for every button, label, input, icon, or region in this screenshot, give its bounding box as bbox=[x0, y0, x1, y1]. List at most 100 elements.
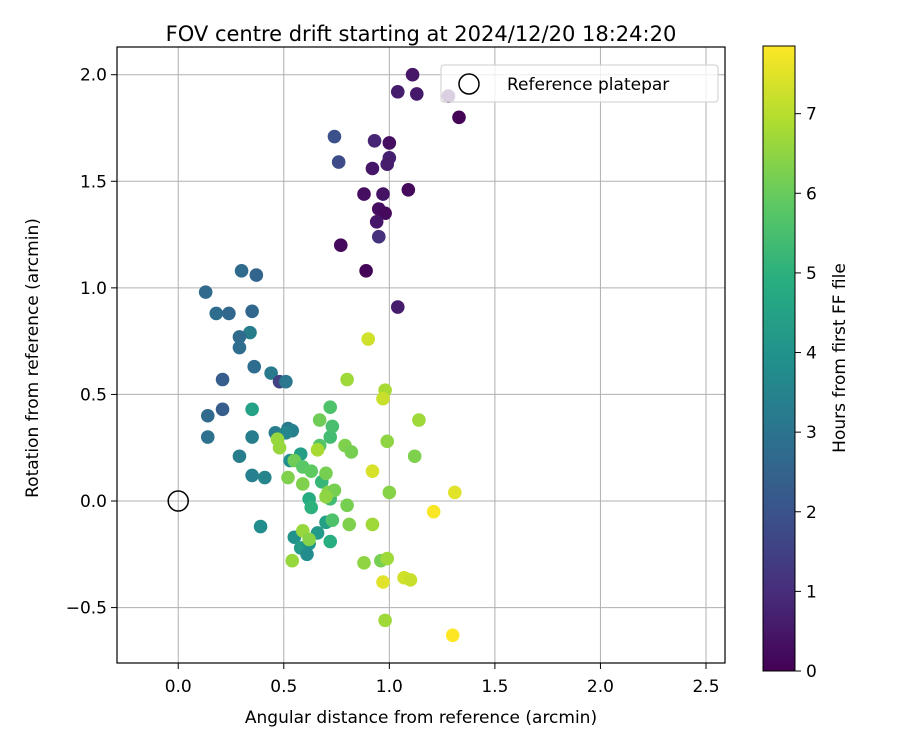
data-point bbox=[407, 449, 422, 464]
colorbar: 0 1 2 3 4 5 6 7 Hours from first FF file bbox=[762, 45, 850, 682]
data-point bbox=[257, 470, 272, 485]
data-point bbox=[272, 440, 287, 455]
legend-marker bbox=[458, 73, 480, 95]
grid-lines bbox=[117, 47, 725, 663]
data-point bbox=[325, 513, 340, 527]
y-tick-label: −0.5 bbox=[66, 599, 107, 619]
data-point bbox=[312, 413, 327, 427]
data-point bbox=[365, 517, 380, 532]
y-tick-label: 1.0 bbox=[80, 279, 107, 299]
data-point bbox=[380, 434, 395, 449]
data-point bbox=[357, 187, 371, 201]
data-point bbox=[222, 306, 236, 321]
data-point bbox=[369, 214, 384, 229]
y-tick-label: 1.5 bbox=[80, 172, 107, 192]
colorbar-label: Hours from first FF file bbox=[830, 263, 850, 453]
x-tick-label: 2.0 bbox=[587, 677, 614, 697]
data-point bbox=[376, 391, 390, 406]
data-point bbox=[247, 359, 262, 374]
data-point bbox=[376, 575, 390, 589]
chart-title: FOV centre drift starting at 2024/12/20 … bbox=[166, 22, 677, 46]
data-point bbox=[319, 466, 333, 481]
data-point bbox=[376, 187, 390, 201]
data-point bbox=[365, 464, 380, 478]
data-point bbox=[382, 485, 397, 500]
data-point bbox=[344, 445, 359, 459]
data-point bbox=[285, 553, 300, 568]
data-point bbox=[445, 628, 460, 643]
data-point bbox=[300, 547, 314, 562]
data-point bbox=[412, 413, 426, 427]
data-point bbox=[342, 517, 357, 532]
legend-box bbox=[440, 64, 719, 103]
data-point bbox=[378, 206, 392, 221]
legend: Reference platepar bbox=[440, 64, 719, 103]
data-point bbox=[232, 449, 247, 464]
data-point bbox=[215, 372, 230, 387]
data-point bbox=[371, 229, 386, 244]
colorbar-ticks: 0 1 2 3 4 5 6 7 bbox=[795, 105, 817, 682]
colorbar-tick-label: 4 bbox=[806, 344, 817, 364]
data-point bbox=[281, 470, 295, 485]
y-axis-label: Rotation from reference (arcmin) bbox=[23, 218, 43, 498]
y-axis-ticks: −0.5 0.0 0.5 1.0 1.5 2.0 bbox=[66, 66, 117, 619]
data-point bbox=[245, 402, 259, 417]
colorbar-tick-label: 7 bbox=[806, 105, 817, 125]
data-point bbox=[323, 400, 338, 415]
colorbar-gradient bbox=[762, 45, 796, 672]
x-tick-label: 1.5 bbox=[481, 677, 508, 697]
x-tick-label: 0.0 bbox=[165, 677, 192, 697]
colorbar-tick-label: 6 bbox=[806, 184, 817, 204]
data-point bbox=[243, 325, 257, 340]
x-axis-ticks: 0.0 0.5 1.0 1.5 2.0 2.5 bbox=[165, 663, 720, 697]
data-point bbox=[452, 110, 466, 125]
data-points bbox=[167, 67, 466, 643]
y-tick-label: 0.0 bbox=[80, 492, 107, 512]
data-point bbox=[405, 67, 420, 82]
data-point bbox=[245, 304, 259, 319]
y-tick-label: 2.0 bbox=[80, 66, 107, 86]
data-point bbox=[357, 556, 371, 570]
colorbar-tick-label: 1 bbox=[806, 582, 817, 602]
data-point bbox=[409, 87, 424, 101]
data-point bbox=[426, 504, 441, 519]
data-point bbox=[200, 430, 215, 444]
data-point bbox=[390, 84, 405, 99]
colorbar-tick-label: 0 bbox=[806, 662, 817, 682]
data-point bbox=[361, 332, 376, 346]
x-axis-label: Angular distance from reference (arcmin) bbox=[245, 708, 597, 728]
data-point bbox=[447, 485, 462, 500]
data-point bbox=[403, 573, 418, 587]
data-point bbox=[215, 402, 230, 417]
data-point bbox=[401, 183, 416, 197]
x-tick-label: 0.5 bbox=[270, 677, 297, 697]
data-point bbox=[325, 419, 340, 434]
data-point bbox=[245, 468, 259, 483]
data-point bbox=[209, 306, 224, 321]
colorbar-tick-label: 5 bbox=[806, 264, 817, 284]
data-point bbox=[390, 300, 405, 314]
y-tick-label: 0.5 bbox=[80, 385, 107, 405]
colorbar-tick-label: 2 bbox=[806, 503, 817, 523]
data-point bbox=[323, 430, 338, 444]
data-point bbox=[382, 136, 397, 150]
data-point bbox=[380, 551, 395, 566]
data-point bbox=[323, 534, 338, 549]
data-point bbox=[232, 340, 247, 355]
data-point bbox=[232, 330, 247, 344]
data-point bbox=[340, 498, 354, 513]
data-point bbox=[249, 268, 264, 282]
data-point bbox=[367, 133, 382, 148]
x-tick-label: 2.5 bbox=[692, 677, 719, 697]
data-point bbox=[264, 366, 278, 380]
data-point bbox=[295, 477, 310, 491]
colorbar-tick-label: 3 bbox=[806, 423, 817, 443]
data-point bbox=[365, 161, 380, 176]
data-point bbox=[378, 613, 392, 628]
data-point bbox=[327, 129, 342, 144]
data-point bbox=[253, 519, 268, 534]
legend-label: Reference platepar bbox=[507, 75, 669, 95]
x-tick-label: 1.0 bbox=[376, 677, 403, 697]
data-point bbox=[380, 157, 395, 172]
